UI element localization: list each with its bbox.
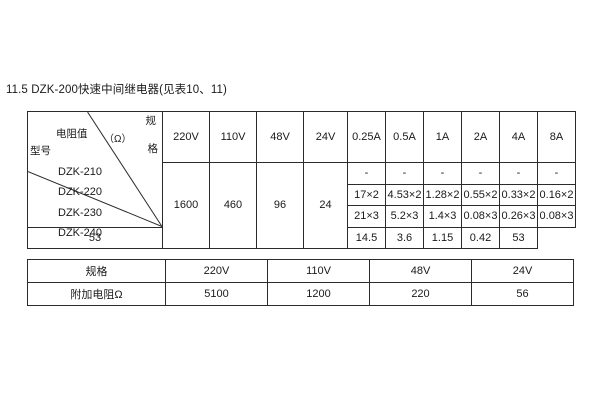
voltage-header-220v: 220V [162,111,210,163]
corner-label-resistance: 电阻值 [56,128,88,140]
cell-r2-c4: 0.26×3 [499,205,538,228]
cell-r0-c0: - [347,162,386,185]
current-header-0-25a: 0.25A [347,111,386,163]
spec-value-220v: 220V [165,259,268,283]
spec-value-48v: 48V [369,259,472,283]
row-label-spec: 规格 [27,259,166,283]
cell-r0-c1: - [385,162,424,185]
cell-r1-c2: 1.28×2 [423,183,462,206]
spec-value-24v: 24V [471,259,574,283]
table-row: 规格 220V 110V 48V 24V [27,259,574,283]
resistance-value-24v: 24 [303,162,348,249]
cell-r0-c4: - [499,162,538,185]
resistance-value-220v: 1600 [162,162,210,249]
corner-label-spec-bottom: 格 [147,143,159,155]
cell-r2-c3: 0.08×3 [461,205,500,228]
cell-r0-c2: - [423,162,462,185]
current-header-4a: 4A [499,111,538,163]
row-label-additional-resistance: 附加电阻Ω [27,282,166,306]
cell-r3-c1: 14.5 [347,226,386,249]
current-header-1a: 1A [423,111,462,163]
cell-r3-c4: 0.42 [461,226,500,249]
resistance-value-110v: 460 [209,162,257,249]
cell-r3-c2: 3.6 [385,226,424,249]
table-row: 17×2 4.53×2 1.28×2 0.55×2 0.33×2 0.16×2 [28,183,576,206]
cell-r2-c2: 1.4×3 [423,205,462,228]
voltage-header-48v: 48V [256,111,304,163]
current-header-8a: 8A [537,111,576,163]
spec-value-110v: 110V [267,259,370,283]
additional-resistance-220v: 5100 [165,282,268,306]
main-spec-table: 规 格 电阻值 （Ω） 型号 220V 110V 48V 24V 0.25A 0… [27,111,576,249]
corner-label-spec-top: 规 [145,115,157,127]
table-header-row: 规 格 电阻值 （Ω） 型号 220V 110V 48V 24V 0.25A 0… [27,111,576,228]
cell-r0-c5: - [537,162,576,185]
cell-r1-c3: 0.55×2 [461,183,500,206]
cell-r2-c1: 5.2×3 [385,205,424,228]
additional-resistance-table: 规格 220V 110V 48V 24V 附加电阻Ω 5100 1200 220… [27,259,574,306]
voltage-header-24v: 24V [303,111,348,163]
resistance-table: 规格 220V 110V 48V 24V 附加电阻Ω 5100 1200 220… [27,259,574,306]
table-row: 附加电阻Ω 5100 1200 220 56 [27,282,574,306]
voltage-header-110v: 110V [209,111,257,163]
cell-r1-c5: 0.16×2 [537,183,576,206]
corner-diagonal-lines [28,112,162,227]
corner-header-cell: 规 格 电阻值 （Ω） 型号 [27,111,163,228]
table-row: 21×3 5.2×3 1.4×3 0.08×3 0.26×3 0.08×3 [28,205,576,228]
cell-r3-c5: 53 [499,226,538,249]
cell-r3-c3: 1.15 [423,226,462,249]
spec-table: 规 格 电阻值 （Ω） 型号 220V 110V 48V 24V 0.25A 0… [27,111,576,249]
corner-label-model: 型号 [30,145,51,157]
current-header-2a: 2A [461,111,500,163]
cell-r2-c5: 0.08×3 [537,205,576,228]
table-row: 1600 460 96 24 - - - - - - [28,162,576,249]
cell-r2-c0: 21×3 [347,205,386,228]
corner-label-resistance-unit: （Ω） [104,134,132,145]
cell-r0-c3: - [461,162,500,185]
additional-resistance-110v: 1200 [267,282,370,306]
current-header-0-5a: 0.5A [385,111,424,163]
resistance-value-48v: 96 [256,162,304,249]
page-title: 11.5 DZK-200快速中间继电器(见表10、11) [6,84,227,96]
table-row: 53 14.5 3.6 1.15 0.42 53 [27,226,576,249]
cell-r1-c0: 17×2 [347,183,386,206]
additional-resistance-24v: 56 [471,282,574,306]
cell-r1-c1: 4.53×2 [385,183,424,206]
additional-resistance-48v: 220 [369,282,472,306]
cell-r1-c4: 0.33×2 [499,183,538,206]
cell-r3-c0: 53 [27,226,163,249]
